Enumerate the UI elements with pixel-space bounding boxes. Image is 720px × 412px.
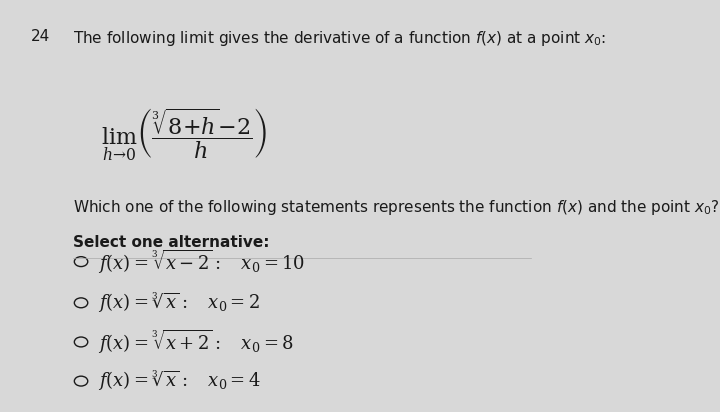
Text: $f(x) = \sqrt[3]{x-2}:\quad x_0 = 10$: $f(x) = \sqrt[3]{x-2}:\quad x_0 = 10$ <box>98 248 305 276</box>
Text: Select one alternative:: Select one alternative: <box>73 235 269 250</box>
Text: $f(x) = \sqrt[3]{x+2}:\quad x_0 = 8$: $f(x) = \sqrt[3]{x+2}:\quad x_0 = 8$ <box>98 328 294 356</box>
Text: $\lim_{h \to 0}\left(\dfrac{\sqrt[3]{8+h}-2}{h}\right)$: $\lim_{h \to 0}\left(\dfrac{\sqrt[3]{8+h… <box>101 107 266 163</box>
Text: 24: 24 <box>31 29 50 44</box>
Text: $f(x) = \sqrt[3]{x}:\quad x_0 = 4$: $f(x) = \sqrt[3]{x}:\quad x_0 = 4$ <box>98 369 261 393</box>
Text: $f(x) = \sqrt[3]{x}:\quad x_0 = 2$: $f(x) = \sqrt[3]{x}:\quad x_0 = 2$ <box>98 291 260 315</box>
Text: The following limit gives the derivative of a function $f(x)$ at a point $x_0$:: The following limit gives the derivative… <box>73 29 606 48</box>
Text: Which one of the following statements represents the function $f(x)$ and the poi: Which one of the following statements re… <box>73 198 719 217</box>
